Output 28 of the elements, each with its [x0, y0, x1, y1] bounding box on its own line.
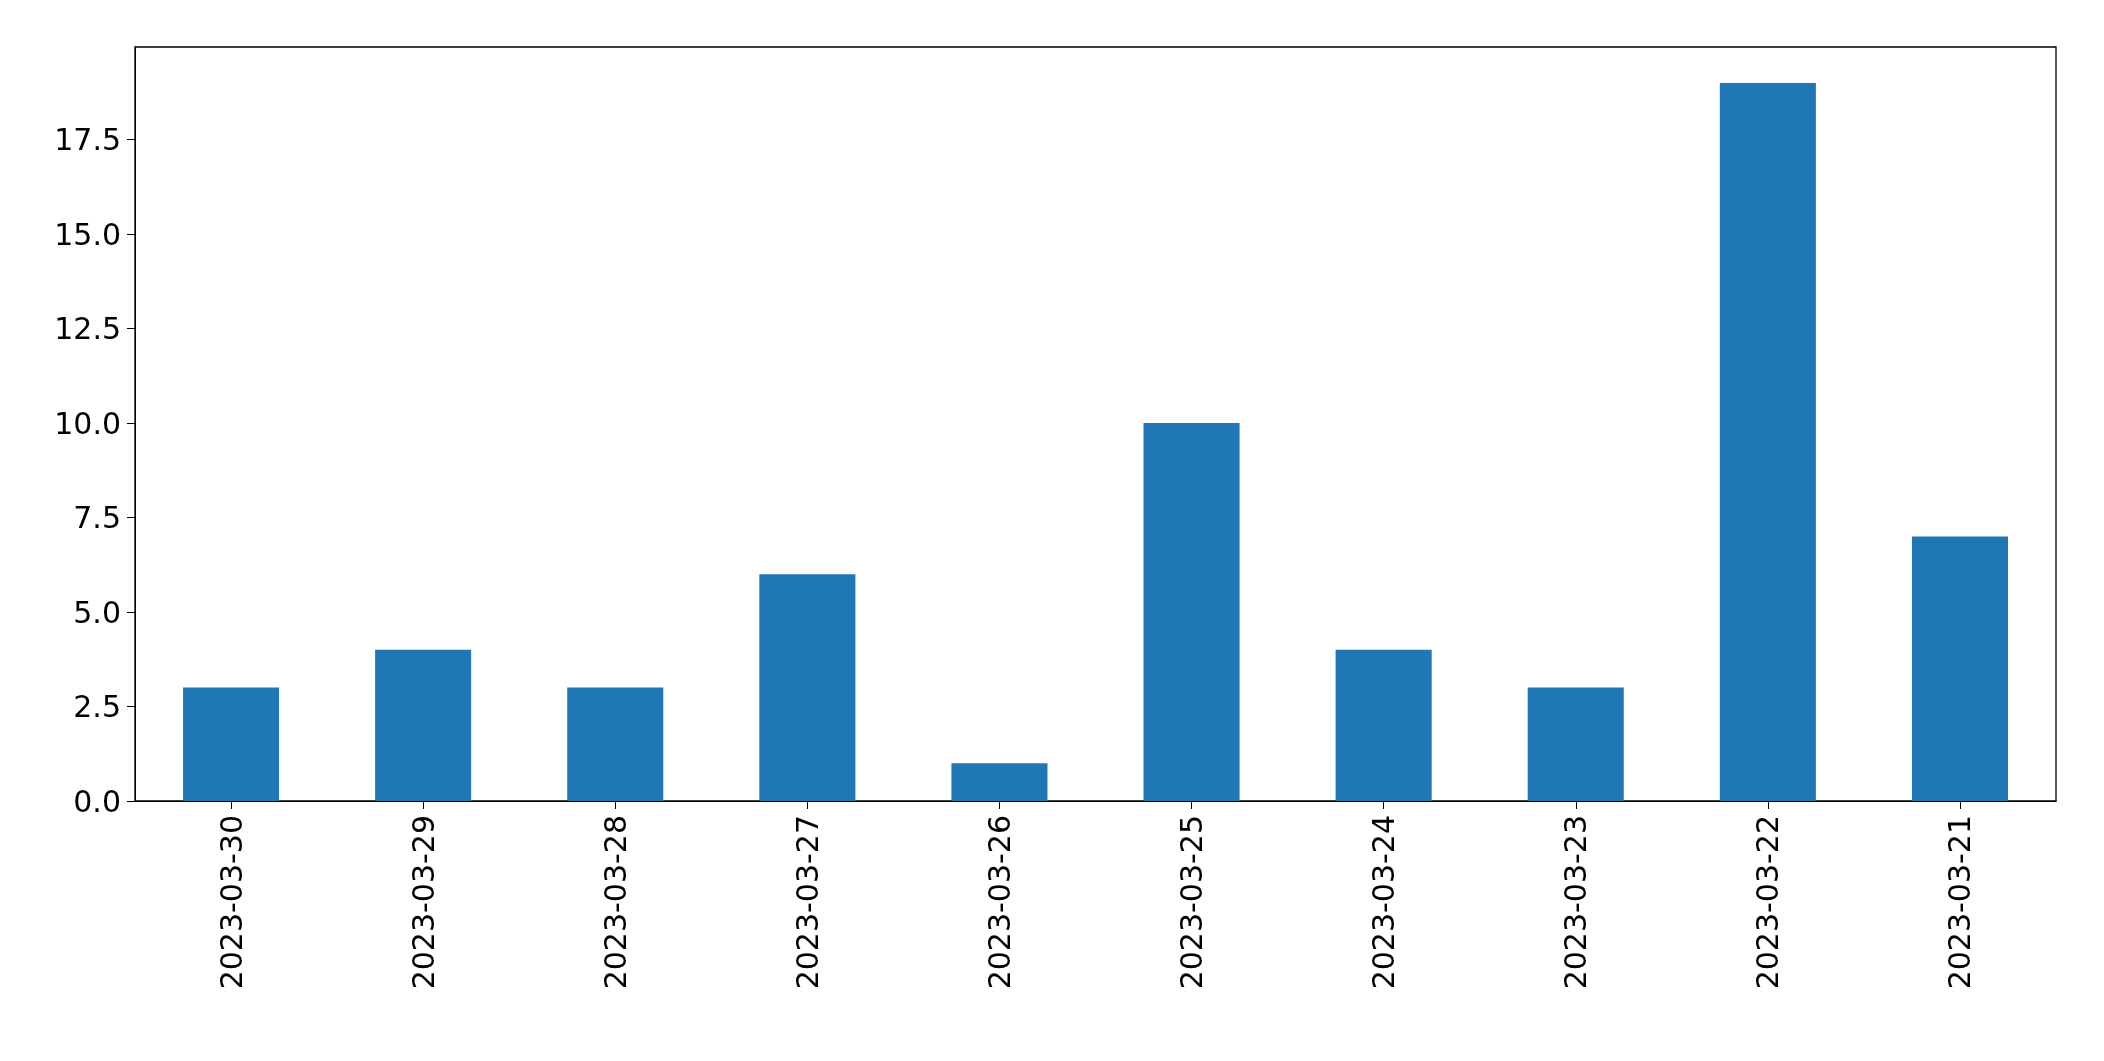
y-tick-label: 15.0	[54, 216, 121, 252]
y-tick-label: 17.5	[54, 122, 121, 158]
bar	[1719, 82, 1816, 801]
x-tick-label: 2023-03-24	[1366, 815, 1402, 990]
bar	[1911, 536, 2008, 801]
y-tick-label: 10.0	[54, 405, 121, 441]
x-tick-label: 2023-03-27	[789, 815, 825, 990]
y-tick-label: 7.5	[73, 500, 121, 536]
x-tick-label: 2023-03-26	[981, 815, 1017, 990]
y-tick-label: 5.0	[73, 594, 121, 630]
bar	[951, 763, 1048, 801]
bar	[375, 649, 472, 801]
bar	[759, 574, 856, 801]
y-tick-label: 0.0	[73, 783, 121, 819]
bar	[567, 687, 664, 801]
x-tick-label: 2023-03-28	[597, 815, 633, 990]
y-tick-label: 2.5	[73, 689, 121, 725]
x-tick-label: 2023-03-22	[1750, 815, 1786, 990]
bar	[183, 687, 280, 801]
x-tick-label: 2023-03-23	[1558, 815, 1594, 990]
x-tick-label: 2023-03-25	[1174, 815, 1210, 990]
bar	[1143, 423, 1240, 801]
bar	[1335, 649, 1432, 801]
x-tick-label: 2023-03-30	[213, 815, 249, 990]
x-tick-label: 2023-03-29	[405, 815, 441, 990]
x-tick-label: 2023-03-21	[1942, 815, 1978, 990]
bar	[1527, 687, 1624, 801]
y-tick-label: 12.5	[54, 311, 121, 347]
